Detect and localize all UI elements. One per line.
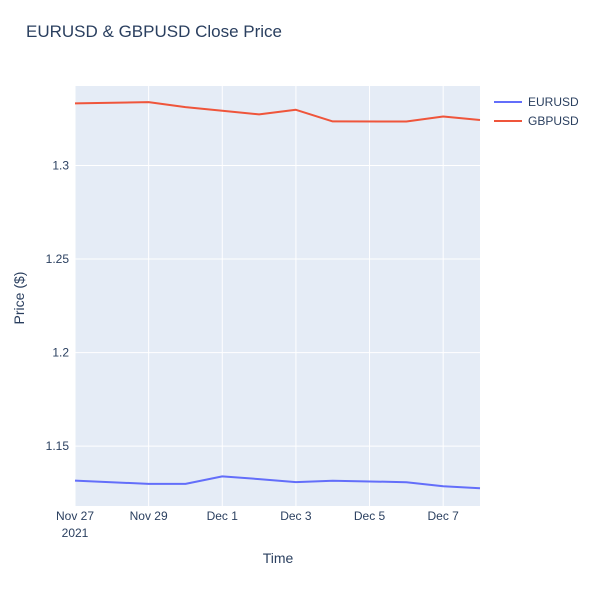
axis-ticks: 1.15 1.2 1.25 1.3 Nov 27 2021 Nov 29 Dec 1 Dec 3… <box>46 159 460 540</box>
plot-area <box>75 86 480 506</box>
y-axis-title: Price ($) <box>11 272 27 325</box>
y-tick-label: 1.3 <box>52 159 69 173</box>
y-tick-label: 1.2 <box>52 346 69 360</box>
series-line-gbpusd[interactable] <box>74 101 481 123</box>
chart-title: EURUSD & GBPUSD Close Price <box>26 22 282 41</box>
legend[interactable]: EURUSD GBPUSD <box>494 95 579 128</box>
series-lines <box>74 101 481 490</box>
x-tick-label: Dec 7 <box>428 509 460 523</box>
legend-label-eurusd[interactable]: EURUSD <box>528 95 579 109</box>
x-tick-label: Nov 29 <box>130 509 168 523</box>
x-tick-label: Dec 1 <box>207 509 239 523</box>
grid-lines <box>74 86 480 506</box>
x-tick-label: Nov 27 <box>56 509 94 523</box>
y-tick-label: 1.15 <box>46 439 70 453</box>
x-axis-title: Time <box>263 550 294 566</box>
series-line-eurusd[interactable] <box>74 475 481 490</box>
y-tick-label: 1.25 <box>46 252 70 266</box>
legend-label-gbpusd[interactable]: GBPUSD <box>528 114 579 128</box>
x-tick-label: Dec 5 <box>354 509 386 523</box>
x-tick-sublabel: 2021 <box>62 526 89 540</box>
x-tick-label: Dec 3 <box>280 509 312 523</box>
